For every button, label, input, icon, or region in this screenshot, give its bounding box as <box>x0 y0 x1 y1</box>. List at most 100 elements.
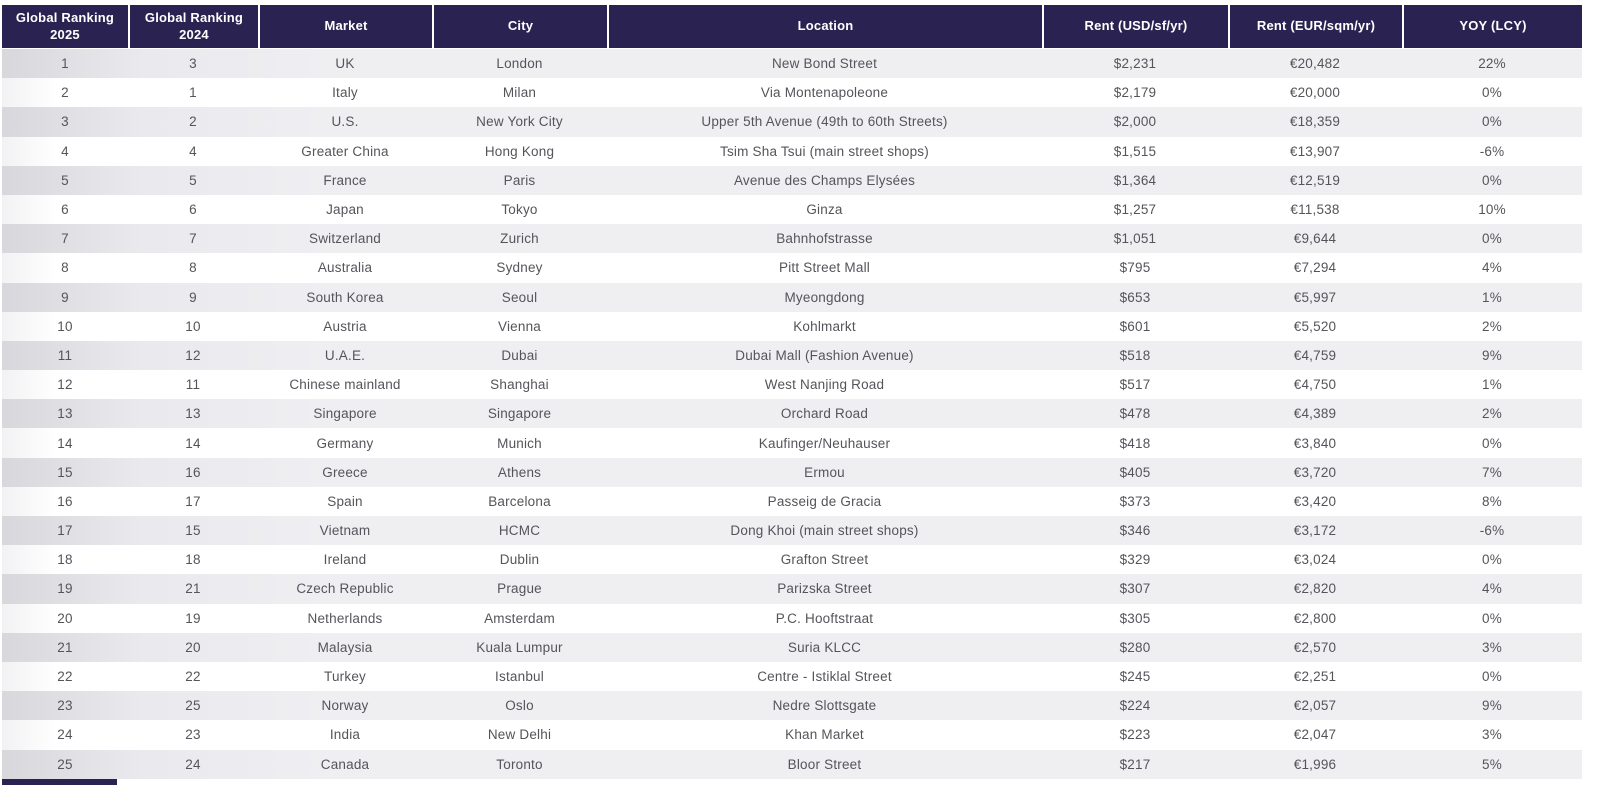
cell-rank_2024: 23 <box>185 727 201 743</box>
cell-yoy: 8% <box>1482 493 1502 509</box>
table-row: 20 19 Netherlands Amsterdam P.C. Hooftstraat… <box>2 603 1582 633</box>
cell-rank_2024: 2 <box>189 114 197 130</box>
cell-rent_usd: $1,051 <box>1113 231 1157 247</box>
cell-rent_eur: €2,251 <box>1293 669 1337 685</box>
cell-market: Turkey <box>324 669 366 685</box>
cell-yoy: 4% <box>1482 260 1502 276</box>
cell-rank_2025: 2 <box>61 85 69 101</box>
table-row: 15 16 Greece Athens Ermou $405 €3,720 7% <box>2 457 1582 487</box>
table-row: 12 11 Chinese mainland Shanghai West Nanjing… <box>2 370 1582 400</box>
cell-location: Ginza <box>806 202 843 218</box>
cell-rank_2025: 17 <box>57 523 73 539</box>
cell-rent_eur: €3,420 <box>1293 493 1337 509</box>
cell-rank_2025: 15 <box>57 464 73 480</box>
cell-market: Greater China <box>301 143 389 159</box>
cell-rent_eur: €1,996 <box>1293 756 1337 772</box>
cell-market: Ireland <box>323 552 367 568</box>
cell-yoy: 1% <box>1482 377 1502 393</box>
table-header-row: Global Ranking 2025 Global Ranking 2024 … <box>2 5 1582 48</box>
cell-location: Suria KLCC <box>787 639 862 655</box>
cell-yoy: 1% <box>1482 289 1502 305</box>
cell-rank_2024: 10 <box>185 318 201 334</box>
cell-rent_usd: $245 <box>1119 669 1151 685</box>
cell-rank_2025: 19 <box>57 581 73 597</box>
table-row: 23 25 Norway Oslo Nedre Slottsgate $224 €2,057… <box>2 691 1582 721</box>
cell-rent_eur: €4,389 <box>1293 406 1337 422</box>
cell-yoy: 0% <box>1482 552 1502 568</box>
cell-rent_usd: $223 <box>1119 727 1151 743</box>
global-rent-ranking-table: Global Ranking 2025 Global Ranking 2024 … <box>2 5 1582 779</box>
cell-rank_2024: 4 <box>189 143 197 159</box>
cell-yoy: 5% <box>1482 756 1502 772</box>
table-row: 9 9 South Korea Seoul Myeongdong $653 €5,997 1% <box>2 282 1582 312</box>
cell-market: U.S. <box>331 114 359 130</box>
cell-rent_usd: $346 <box>1119 523 1151 539</box>
column-header-global-ranking-2024: Global Ranking 2024 <box>128 5 258 48</box>
cell-rank_2025: 12 <box>57 377 73 393</box>
cell-market: France <box>323 172 367 188</box>
cell-rank_2024: 6 <box>189 202 197 218</box>
cell-city: Kuala Lumpur <box>476 639 563 655</box>
cell-rent_usd: $217 <box>1119 756 1151 772</box>
cell-rent_eur: €2,820 <box>1293 581 1337 597</box>
cell-yoy: 0% <box>1482 669 1502 685</box>
cell-rank_2024: 20 <box>185 639 201 655</box>
cell-rank_2025: 1 <box>61 56 69 72</box>
next-table-header-partial <box>2 779 117 785</box>
table-row: 19 21 Czech Republic Prague Parizska Street $… <box>2 574 1582 604</box>
cell-rent_eur: €12,519 <box>1289 172 1341 188</box>
cell-location: Upper 5th Avenue (49th to 60th Streets) <box>701 114 948 130</box>
cell-yoy: 0% <box>1482 85 1502 101</box>
table-row: 18 18 Ireland Dublin Grafton Street $329 €3,02… <box>2 545 1582 575</box>
cell-rent_usd: $653 <box>1119 289 1151 305</box>
cell-rank_2024: 19 <box>185 610 201 626</box>
table-row: 25 24 Canada Toronto Bloor Street $217 €1,996 5… <box>2 749 1582 779</box>
cell-rent_eur: €7,294 <box>1293 260 1337 276</box>
cell-location: New Bond Street <box>771 56 878 72</box>
cell-market: South Korea <box>306 289 384 305</box>
cell-rent_usd: $1,515 <box>1113 143 1157 159</box>
cell-yoy: 2% <box>1482 318 1502 334</box>
cell-rank_2025: 14 <box>57 435 73 451</box>
cell-rent_eur: €20,482 <box>1289 56 1341 72</box>
cell-city: Barcelona <box>488 493 551 509</box>
cell-rent_eur: €5,520 <box>1293 318 1337 334</box>
cell-yoy: 0% <box>1482 172 1502 188</box>
cell-rent_usd: $2,000 <box>1113 114 1157 130</box>
cell-rank_2024: 18 <box>185 552 201 568</box>
cell-market: U.A.E. <box>324 347 366 363</box>
cell-rent_eur: €11,538 <box>1290 202 1340 218</box>
cell-market: Singapore <box>313 406 377 422</box>
cell-rank_2025: 16 <box>57 493 73 509</box>
cell-city: Sydney <box>496 260 543 276</box>
cell-yoy: 2% <box>1482 406 1502 422</box>
cell-market: Switzerland <box>309 231 381 247</box>
cell-location: Kohlmarkt <box>793 318 856 334</box>
cell-rank_2024: 7 <box>189 231 197 247</box>
cell-rent_usd: $795 <box>1119 260 1151 276</box>
cell-location: Grafton Street <box>780 552 869 568</box>
cell-location: Myeongdong <box>784 289 865 305</box>
cell-location: Parizska Street <box>777 581 872 597</box>
cell-yoy: 3% <box>1482 639 1502 655</box>
cell-market: UK <box>335 56 355 72</box>
cell-rent_usd: $329 <box>1119 552 1151 568</box>
cell-market: Vietnam <box>319 523 371 539</box>
cell-market: Czech Republic <box>296 581 394 597</box>
column-header-yoy: YOY (LCY) <box>1402 5 1582 48</box>
cell-rent_eur: €3,024 <box>1293 552 1337 568</box>
cell-city: Toronto <box>496 756 543 772</box>
cell-city: Munich <box>497 435 542 451</box>
cell-rent_usd: $280 <box>1119 639 1151 655</box>
cell-city: Vienna <box>498 318 541 334</box>
cell-rent_eur: €3,172 <box>1293 523 1337 539</box>
cell-city: HCMC <box>498 523 541 539</box>
cell-city: Singapore <box>487 406 552 422</box>
cell-yoy: 0% <box>1482 610 1502 626</box>
cell-location: Khan Market <box>785 727 864 743</box>
cell-rent_eur: €18,359 <box>1289 114 1341 130</box>
cell-city: London <box>496 56 543 72</box>
table-row: 17 15 Vietnam HCMC Dong Khoi (main street sh… <box>2 516 1582 546</box>
cell-rent_eur: €4,759 <box>1293 347 1337 363</box>
